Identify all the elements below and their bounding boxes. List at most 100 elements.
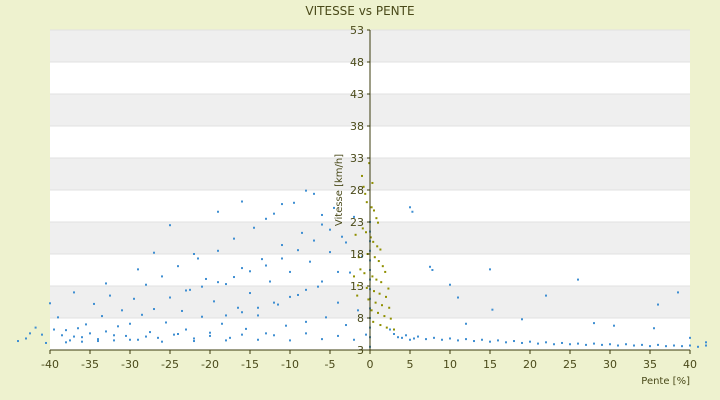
data-point xyxy=(217,210,219,213)
data-point xyxy=(125,334,127,337)
data-point xyxy=(545,341,547,344)
data-point xyxy=(77,327,79,330)
data-point xyxy=(133,297,135,300)
data-point xyxy=(65,341,67,344)
data-point xyxy=(225,283,227,286)
data-point xyxy=(433,336,435,339)
data-point xyxy=(363,272,366,275)
data-point xyxy=(577,342,579,345)
data-point xyxy=(249,270,251,273)
data-point xyxy=(313,192,315,195)
x-axis-label: Pente [%] xyxy=(641,376,690,387)
data-point xyxy=(441,338,443,341)
data-point xyxy=(409,338,411,341)
y-tick-label: 8 xyxy=(357,312,364,325)
data-point xyxy=(345,324,347,327)
data-point xyxy=(361,174,363,177)
y-tick-label: 48 xyxy=(350,56,364,69)
data-point xyxy=(505,341,507,344)
data-point xyxy=(393,328,395,331)
data-point xyxy=(193,253,195,255)
data-point xyxy=(371,275,374,278)
y-tick-label: 53 xyxy=(350,24,364,37)
data-point xyxy=(289,270,291,273)
data-point xyxy=(497,339,499,342)
x-tick-label: 30 xyxy=(603,358,617,371)
data-point xyxy=(153,251,155,254)
data-point xyxy=(93,302,95,305)
data-point xyxy=(365,333,367,336)
data-point xyxy=(321,338,323,341)
data-point xyxy=(401,336,403,339)
data-point xyxy=(345,241,347,244)
data-point xyxy=(73,335,75,338)
data-point xyxy=(378,292,381,295)
data-point xyxy=(129,338,131,341)
data-point xyxy=(217,249,219,252)
data-point xyxy=(61,334,63,337)
x-tick-label: -30 xyxy=(121,358,139,371)
data-point xyxy=(337,334,339,337)
data-point xyxy=(354,233,357,236)
data-point xyxy=(609,343,611,346)
data-point xyxy=(49,302,51,305)
data-point xyxy=(362,185,365,188)
data-point xyxy=(285,324,287,327)
data-point xyxy=(357,284,359,287)
data-point xyxy=(365,286,368,289)
data-point xyxy=(361,255,363,258)
data-point xyxy=(173,333,175,336)
data-point xyxy=(257,306,259,309)
y-tick-label: 33 xyxy=(350,152,364,165)
data-point xyxy=(289,295,291,298)
data-point xyxy=(593,322,595,325)
data-point xyxy=(45,341,47,344)
data-point xyxy=(369,236,372,239)
data-point xyxy=(305,288,307,291)
data-point xyxy=(613,324,615,327)
data-point xyxy=(373,209,375,212)
data-point xyxy=(367,298,370,301)
data-point xyxy=(249,292,251,295)
data-point xyxy=(25,337,27,340)
data-point xyxy=(374,301,377,304)
data-point xyxy=(89,332,91,335)
y-tick-label: 43 xyxy=(350,88,364,101)
data-point xyxy=(473,340,475,343)
data-point xyxy=(457,296,459,299)
data-point xyxy=(165,321,167,324)
data-point xyxy=(529,340,531,343)
data-point xyxy=(205,277,207,280)
data-point xyxy=(384,270,387,273)
data-point xyxy=(265,217,267,220)
data-point xyxy=(41,333,43,336)
x-tick-label: 15 xyxy=(483,358,497,371)
data-point xyxy=(225,314,227,317)
data-point xyxy=(561,341,563,344)
data-point xyxy=(370,206,373,209)
data-point xyxy=(417,335,419,338)
data-point xyxy=(233,276,235,279)
data-point xyxy=(633,344,635,347)
data-point xyxy=(489,268,491,271)
data-point xyxy=(593,342,595,345)
data-point xyxy=(169,296,171,299)
data-point xyxy=(85,323,87,326)
data-point xyxy=(689,336,691,339)
data-point xyxy=(697,345,699,348)
data-point xyxy=(137,268,139,271)
data-point xyxy=(277,303,279,306)
data-point xyxy=(381,265,384,268)
data-point xyxy=(393,333,395,335)
data-point xyxy=(317,285,319,288)
data-point xyxy=(585,343,587,346)
data-point xyxy=(257,314,259,317)
data-point xyxy=(353,338,355,341)
data-point xyxy=(253,226,255,229)
data-point xyxy=(105,330,107,333)
data-point xyxy=(281,244,283,247)
x-tick-label: 10 xyxy=(443,358,457,371)
data-point xyxy=(301,231,303,234)
data-point xyxy=(201,315,203,318)
